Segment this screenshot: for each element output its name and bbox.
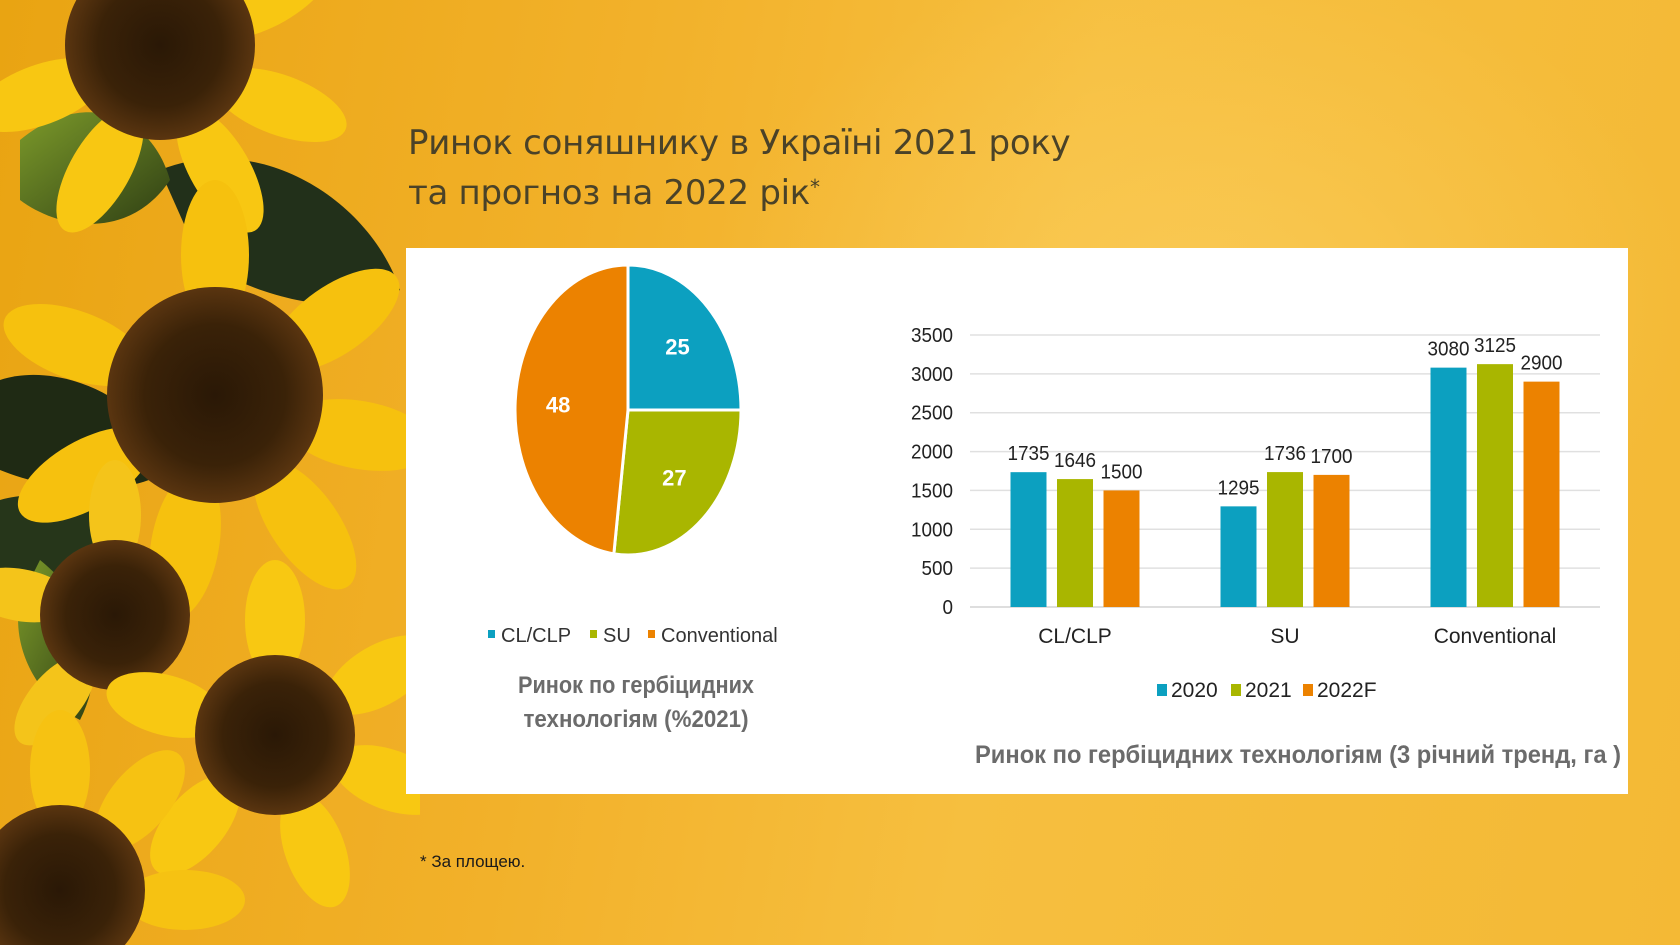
bar-legend-label-2022f: 2022F <box>1317 679 1377 702</box>
bar-label-su-2022f: 1700 <box>1311 446 1353 468</box>
bar-label-su-2020: 1295 <box>1218 477 1260 499</box>
pie-legend-label-conventional: Conventional <box>661 625 778 647</box>
pie-slice-su <box>612 408 743 557</box>
pie-label-conventional: 48 <box>546 392 570 417</box>
bar-chart-title: Ринок по гербіцидних технологіям (3 річн… <box>975 741 1621 769</box>
bar-cl-clp-2020 <box>1010 472 1047 607</box>
bar-label-cl-clp-2021: 1646 <box>1054 450 1096 472</box>
pie-label-su: 27 <box>662 465 686 490</box>
slide-title-line-2-text: та прогноз на 2022 рік <box>408 173 811 213</box>
bar-chart-legend: 2020 2021 2022F <box>1157 679 1377 702</box>
bar-su-2021 <box>1267 472 1303 607</box>
y-tick-label-2000: 2000 <box>911 442 953 464</box>
x-tick-label-conventional: Conventional <box>1434 625 1557 648</box>
bar-label-su-2021: 1736 <box>1264 443 1306 465</box>
pie-legend-swatch-su <box>590 630 597 638</box>
pie-legend: CL/CLP SU Conventional <box>488 625 778 647</box>
bar-label-conventional-2020: 3080 <box>1428 339 1470 361</box>
bar-label-conventional-2022f: 2900 <box>1521 353 1563 375</box>
bar-conventional-2020 <box>1430 367 1467 607</box>
slide-title: Ринок соняшнику в Україні 2021 року та п… <box>408 118 1071 218</box>
footnote: * За площею. <box>420 852 526 871</box>
bar-cl-clp-2022f <box>1103 490 1140 607</box>
bar-label-cl-clp-2020: 1735 <box>1008 443 1050 465</box>
bar-chart-bars <box>1010 364 1560 607</box>
pie-label-cl-clp: 25 <box>665 334 689 359</box>
bar-legend-swatch-2022f <box>1303 684 1313 696</box>
pie-chart-title-line-2: технологіям (%2021) <box>524 706 749 733</box>
y-tick-label-500: 500 <box>922 558 954 580</box>
slide-title-line-1: Ринок соняшнику в Україні 2021 року <box>408 123 1071 163</box>
pie-legend-label-cl-clp: CL/CLP <box>501 625 571 647</box>
footnote-marker: * <box>810 175 820 199</box>
pie-chart: 25 27 48 <box>513 263 743 557</box>
bar-legend-swatch-2020 <box>1157 684 1167 696</box>
bar-conventional-2022f <box>1523 381 1560 607</box>
bar-label-conventional-2021: 3125 <box>1474 335 1516 357</box>
y-tick-label-3000: 3000 <box>911 364 953 386</box>
pie-legend-label-su: SU <box>603 625 631 647</box>
bar-legend-swatch-2021 <box>1231 684 1241 696</box>
bar-chart-x-axis: CL/CLP SU Conventional <box>1038 625 1556 648</box>
sunflower-decoration <box>0 0 420 945</box>
pie-chart-title-line-1: Ринок по гербіцидних <box>518 672 755 699</box>
sunflower-3 <box>0 460 190 746</box>
bar-su-2020 <box>1220 506 1257 607</box>
x-tick-label-cl-clp: CL/CLP <box>1038 625 1112 648</box>
bar-chart-y-axis: 0 500 1000 1500 2000 2500 3000 3500 <box>911 325 953 619</box>
y-tick-label-0: 0 <box>943 597 954 619</box>
bar-cl-clp-2021 <box>1057 479 1093 607</box>
y-tick-label-2500: 2500 <box>911 403 953 425</box>
bar-label-cl-clp-2022f: 1500 <box>1101 461 1143 483</box>
pie-legend-swatch-conventional <box>648 630 655 638</box>
pie-slice-cl-clp <box>626 263 743 412</box>
pie-legend-swatch-cl-clp <box>488 630 495 638</box>
slide-title-line-2: та прогноз на 2022 рік* <box>408 168 1070 218</box>
sunflower-5 <box>0 710 245 945</box>
x-tick-label-su: SU <box>1270 625 1299 648</box>
y-tick-label-3500: 3500 <box>911 325 953 347</box>
bar-conventional-2021 <box>1477 364 1513 607</box>
sunflower-1 <box>0 0 347 233</box>
y-tick-label-1000: 1000 <box>911 519 953 541</box>
bar-legend-label-2020: 2020 <box>1171 679 1218 702</box>
bar-su-2022f <box>1313 474 1350 607</box>
pie-slice-conventional <box>513 263 630 556</box>
bar-legend-label-2021: 2021 <box>1245 679 1292 702</box>
y-tick-label-1500: 1500 <box>911 480 953 502</box>
